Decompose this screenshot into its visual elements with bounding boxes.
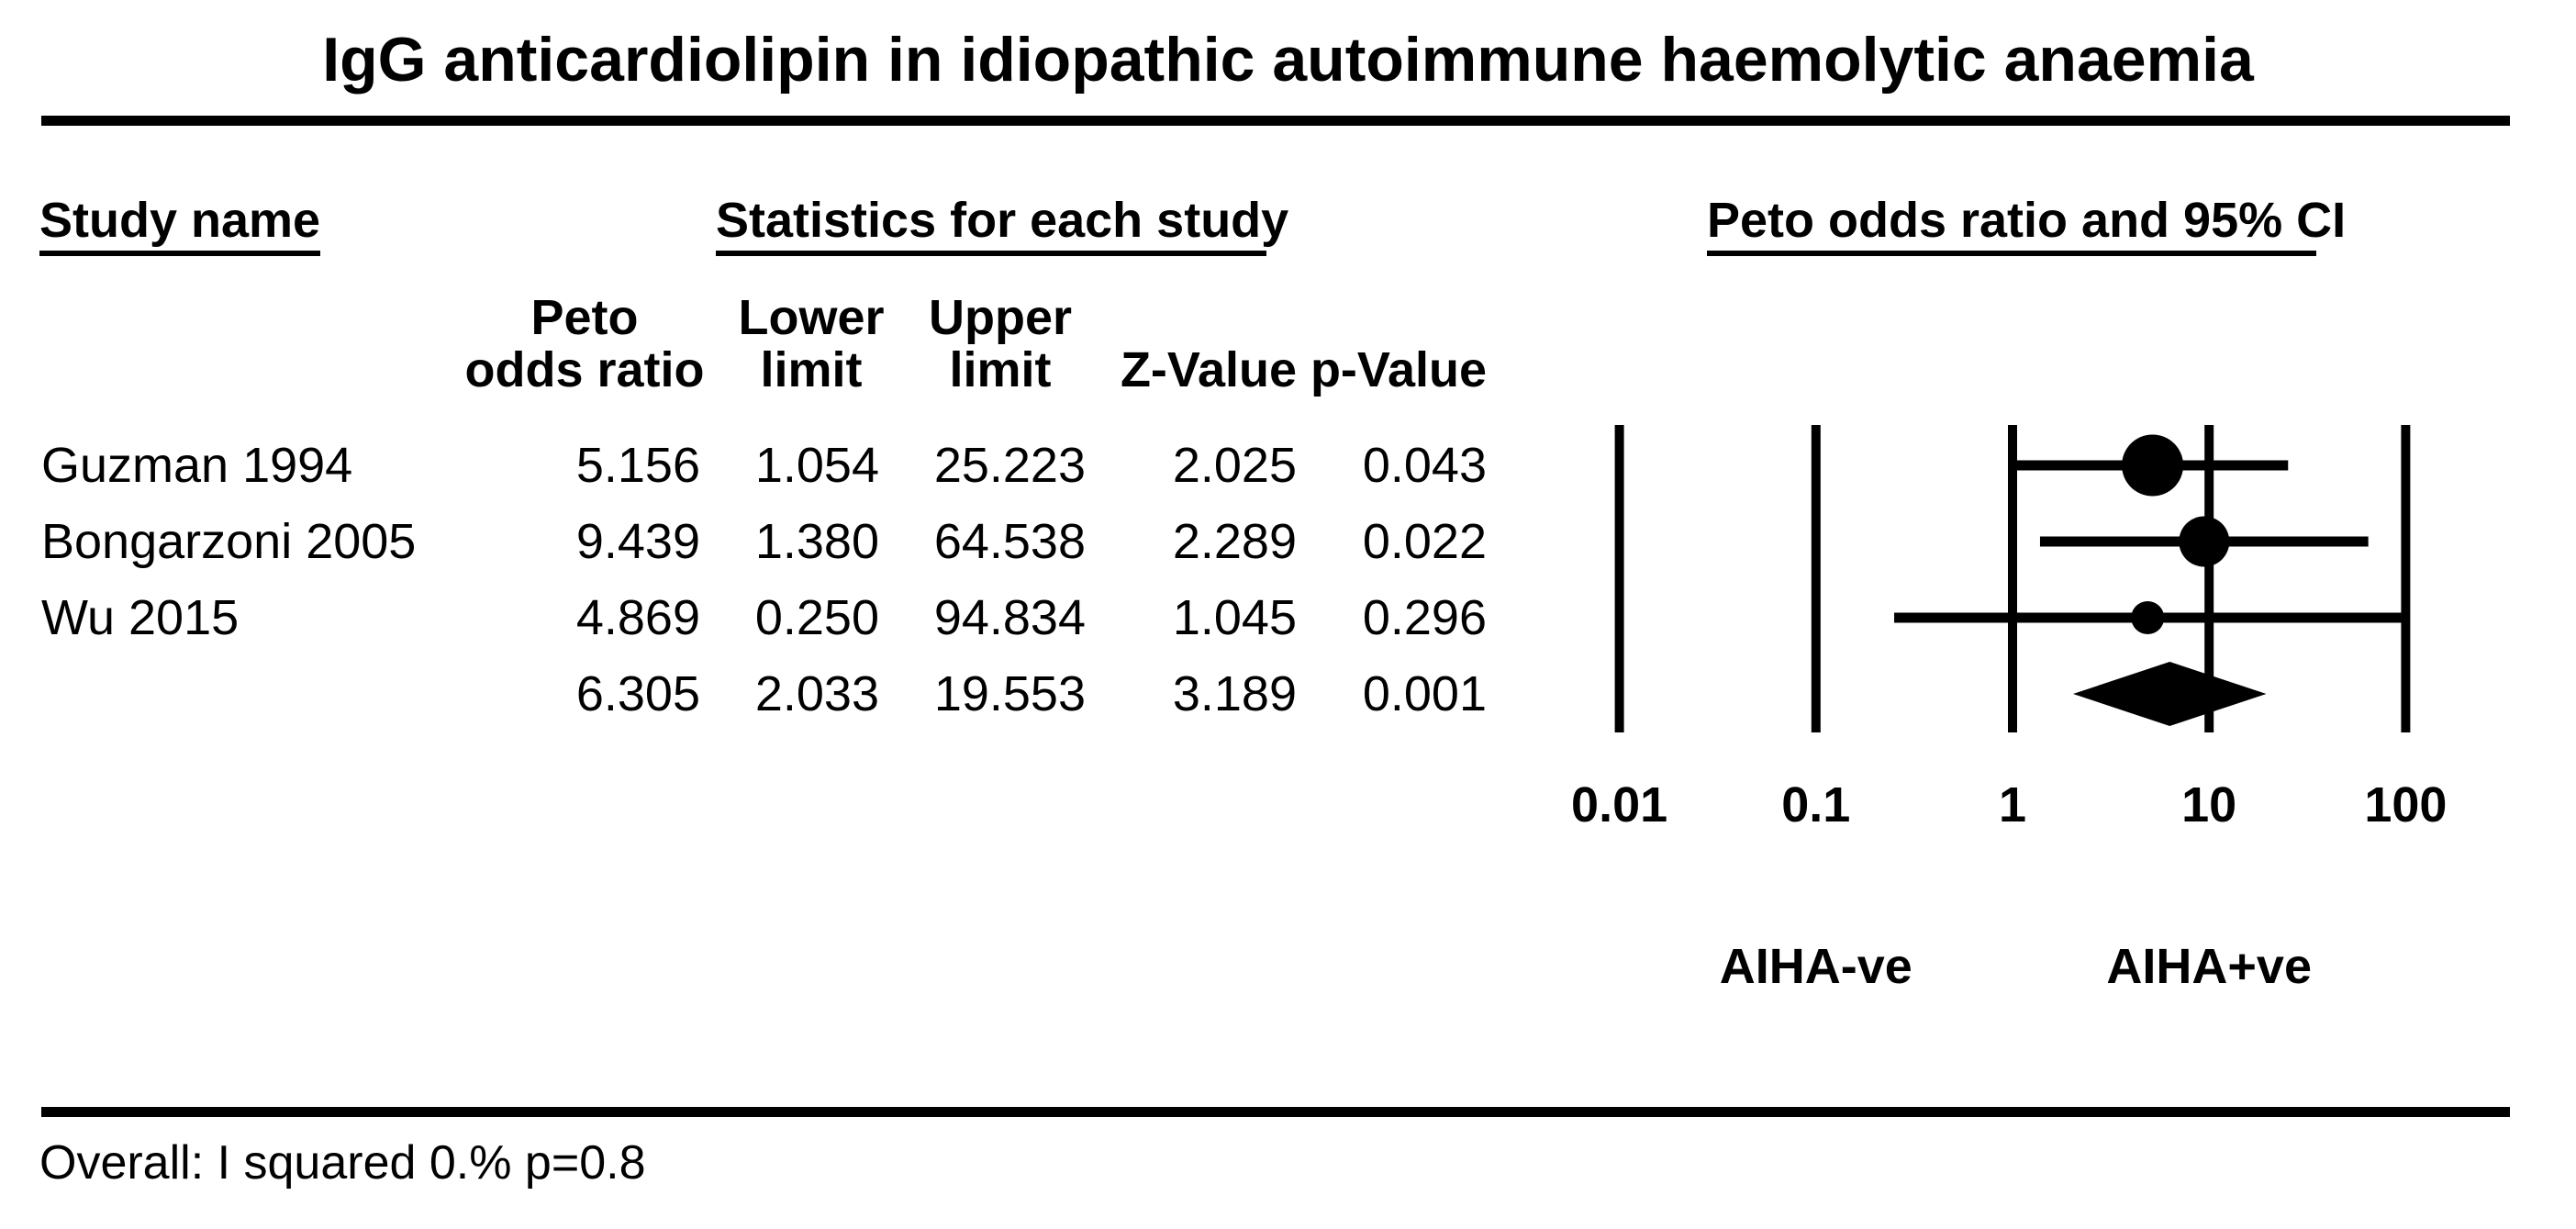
column-header-peto-line1: Peto xyxy=(530,290,639,345)
lower-limit-value: 1.380 xyxy=(754,514,879,569)
column-header-peto-line2: odds ratio xyxy=(464,342,705,397)
p-value: 0.022 xyxy=(1362,514,1487,569)
axis-tick-label: 100 xyxy=(2364,777,2448,832)
axis-tick-label: 0.1 xyxy=(1781,777,1851,832)
axis-tick-label: 0.01 xyxy=(1571,777,1668,832)
upper-limit-value: 64.538 xyxy=(933,514,1086,569)
section-header-study-name: Study name xyxy=(39,195,321,256)
column-header-peto-odds-ratio: Peto odds ratio xyxy=(447,292,722,397)
overall-upper-limit-value: 19.553 xyxy=(933,666,1086,721)
point-estimate-marker xyxy=(2179,516,2230,567)
footer-divider-rule xyxy=(41,1107,2510,1117)
z-value: 1.045 xyxy=(1172,590,1297,645)
title-divider-rule xyxy=(41,116,2510,126)
column-header-upper-line2: limit xyxy=(949,342,1052,397)
figure-title: IgG anticardiolipin in idiopathic autoim… xyxy=(322,25,2254,95)
study-name: Guzman 1994 xyxy=(41,438,353,493)
study-name: Bongarzoni 2005 xyxy=(41,514,417,569)
lower-limit-value: 0.250 xyxy=(754,590,879,645)
overall-lower-limit-value: 2.033 xyxy=(754,666,879,721)
group-label: AIHA-ve xyxy=(1719,939,1912,994)
column-header-lower-line2: limit xyxy=(760,342,863,397)
column-header-z-value: Z-Value xyxy=(1120,342,1297,397)
overall-z-value: 3.189 xyxy=(1172,666,1297,721)
z-value: 2.025 xyxy=(1172,438,1297,493)
lower-limit-value: 1.054 xyxy=(754,438,879,493)
point-estimate-marker xyxy=(2122,434,2184,497)
upper-limit-value: 25.223 xyxy=(933,438,1086,493)
p-value: 0.296 xyxy=(1362,590,1487,645)
overall-diamond xyxy=(2073,662,2267,726)
p-value: 0.043 xyxy=(1362,438,1487,493)
column-header-upper-line1: Upper xyxy=(928,290,1072,345)
group-label: AIHA+ve xyxy=(2106,939,2312,994)
point-estimate-marker xyxy=(2131,601,2165,634)
upper-limit-value: 94.834 xyxy=(933,590,1086,645)
section-header-statistics: Statistics for each study xyxy=(716,195,1288,256)
axis-tick-label: 10 xyxy=(2181,777,2237,832)
z-value: 2.289 xyxy=(1172,514,1297,569)
section-header-plot: Peto odds ratio and 95% CI xyxy=(1707,195,2346,256)
study-name: Wu 2015 xyxy=(41,590,240,645)
overall-peto-odds-ratio-value: 6.305 xyxy=(575,666,700,721)
column-header-p-value: p-Value xyxy=(1310,342,1487,397)
heterogeneity-note: Overall: I squared 0.% p=0.8 xyxy=(39,1136,646,1190)
axis-tick-label: 1 xyxy=(1998,777,2027,832)
column-header-lower-line1: Lower xyxy=(738,290,885,345)
overall-p-value: 0.001 xyxy=(1362,666,1487,721)
peto-odds-ratio-value: 4.869 xyxy=(575,590,700,645)
peto-odds-ratio-value: 5.156 xyxy=(575,438,700,493)
peto-odds-ratio-value: 9.439 xyxy=(575,514,700,569)
column-header-lower-limit: Lower limit xyxy=(697,292,926,397)
column-header-upper-limit: Upper limit xyxy=(886,292,1115,397)
